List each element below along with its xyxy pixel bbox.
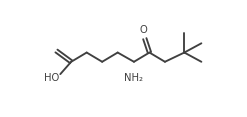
Text: HO: HO: [43, 73, 59, 83]
Text: O: O: [139, 25, 147, 35]
Text: NH₂: NH₂: [124, 73, 144, 83]
